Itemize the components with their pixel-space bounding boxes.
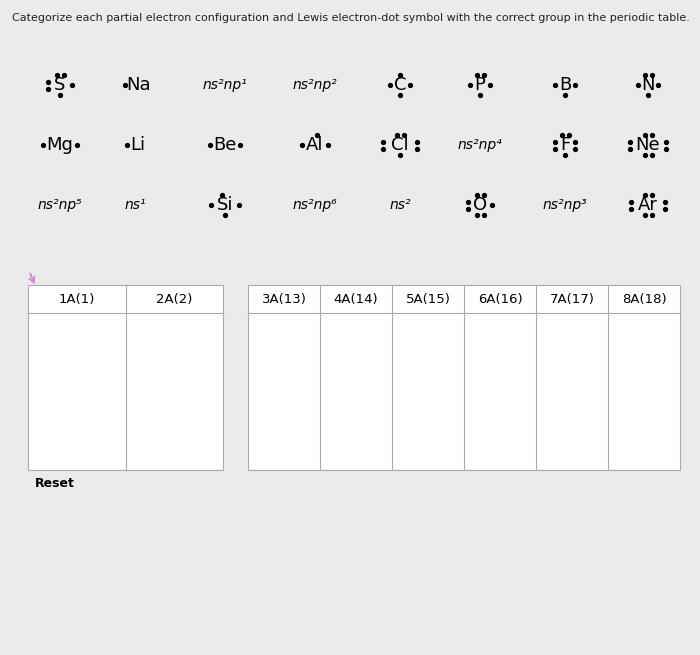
Text: Be: Be xyxy=(214,136,237,154)
Text: Categorize each partial electron configuration and Lewis electron-dot symbol wit: Categorize each partial electron configu… xyxy=(12,13,690,23)
Text: Al: Al xyxy=(307,136,323,154)
Bar xyxy=(248,285,680,470)
Text: C: C xyxy=(393,76,406,94)
Text: ns¹: ns¹ xyxy=(124,198,146,212)
Text: Reset: Reset xyxy=(35,477,75,490)
Text: 2A(2): 2A(2) xyxy=(156,293,192,305)
Text: ns²np²: ns²np² xyxy=(293,78,337,92)
Text: ns²np⁴: ns²np⁴ xyxy=(458,138,503,152)
Text: Li: Li xyxy=(130,136,146,154)
Text: Ar: Ar xyxy=(638,196,658,214)
Text: ns²np⁶: ns²np⁶ xyxy=(293,198,337,212)
Text: 7A(17): 7A(17) xyxy=(550,293,594,305)
Text: 6A(16): 6A(16) xyxy=(477,293,522,305)
Text: Cl: Cl xyxy=(391,136,409,154)
Text: 1A(1): 1A(1) xyxy=(59,293,95,305)
Text: ns²: ns² xyxy=(389,198,411,212)
Text: B: B xyxy=(559,76,571,94)
Text: ns²np⁵: ns²np⁵ xyxy=(38,198,83,212)
Text: ns²np³: ns²np³ xyxy=(542,198,587,212)
Text: 8A(18): 8A(18) xyxy=(622,293,666,305)
Text: Mg: Mg xyxy=(47,136,74,154)
Text: Na: Na xyxy=(127,76,151,94)
Text: 5A(15): 5A(15) xyxy=(405,293,450,305)
Text: N: N xyxy=(641,76,654,94)
Text: ns²np¹: ns²np¹ xyxy=(202,78,247,92)
Text: Ne: Ne xyxy=(636,136,660,154)
Text: 4A(14): 4A(14) xyxy=(334,293,378,305)
Text: Si: Si xyxy=(217,196,233,214)
Text: P: P xyxy=(475,76,485,94)
Text: S: S xyxy=(55,76,66,94)
Text: 3A(13): 3A(13) xyxy=(262,293,307,305)
Bar xyxy=(28,285,223,470)
Text: O: O xyxy=(473,196,487,214)
Text: F: F xyxy=(560,136,570,154)
